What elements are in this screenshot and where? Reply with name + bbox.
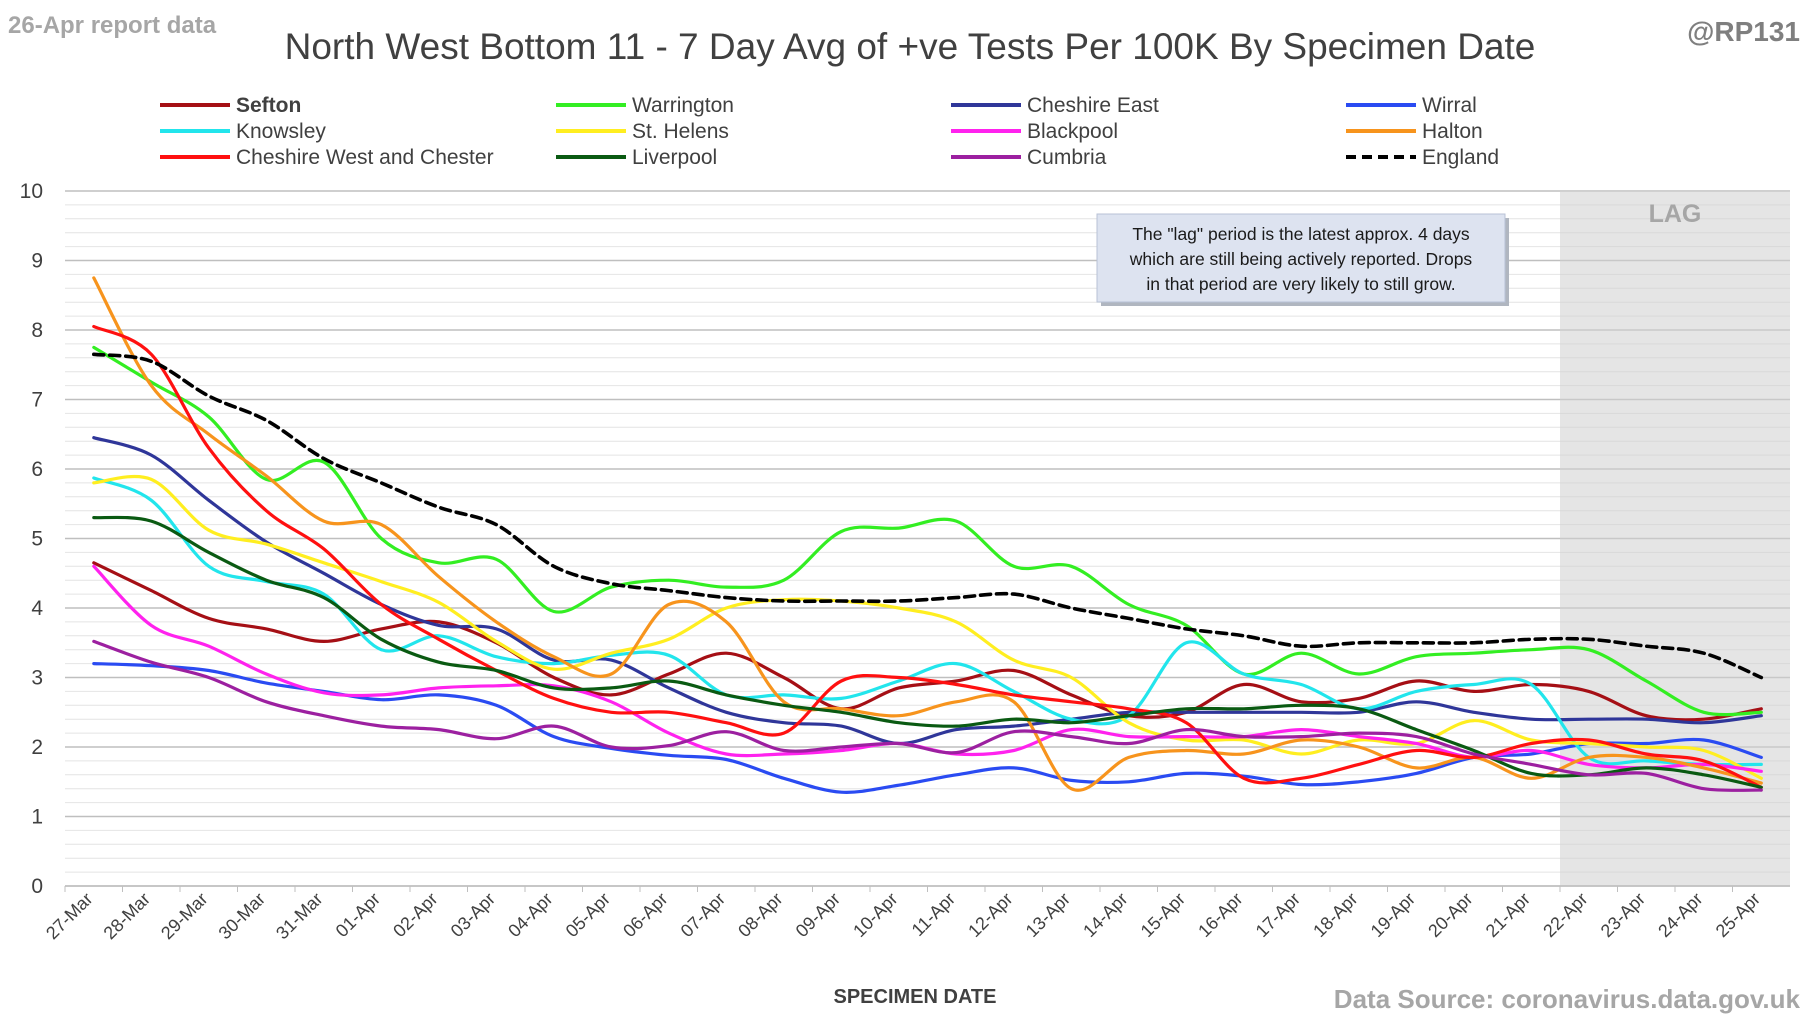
legend-item-warrington: Warrington (556, 94, 734, 117)
x-tick-label: 28-Mar (100, 889, 154, 943)
x-tick-label: 08-Apr (734, 889, 786, 941)
x-tick-label: 20-Apr (1424, 889, 1476, 941)
y-tick-label: 6 (31, 458, 43, 481)
legend-item-knowsley: Knowsley (160, 120, 326, 143)
x-tick-label: 06-Apr (619, 889, 671, 941)
legend-label: Cumbria (1027, 146, 1107, 169)
legend-item-blackpool: Blackpool (951, 120, 1118, 143)
x-tick-label: 30-Mar (215, 889, 269, 943)
series-line-warrington (92, 345, 1763, 717)
legend-label: St. Helens (632, 120, 729, 143)
x-tick-label: 04-Apr (504, 889, 556, 941)
x-tick-label: 16-Apr (1194, 889, 1246, 941)
author-handle: @RP131 (1687, 16, 1800, 47)
legend-item-cheshire-west-and-chester: Cheshire West and Chester (160, 146, 494, 169)
x-tick-label: 24-Apr (1654, 889, 1706, 941)
series-line-cheshire-west-and-chester (92, 324, 1763, 789)
legend-label: Sefton (236, 94, 301, 117)
x-tick-label: 17-Apr (1252, 889, 1304, 941)
legend-label: Liverpool (632, 146, 717, 169)
data-source: Data Source: coronavirus.data.gov.uk (1333, 984, 1800, 1014)
legend-item-sefton: Sefton (160, 94, 301, 117)
y-tick-label: 3 (31, 667, 43, 690)
y-tick-label: 0 (31, 875, 43, 898)
annotation-text: The "lag" period is the latest approx. 4… (1132, 224, 1470, 244)
legend-label: Cheshire East (1027, 94, 1159, 117)
x-tick-label: 13-Apr (1022, 889, 1074, 941)
y-tick-label: 1 (31, 806, 43, 829)
x-tick-label: 15-Apr (1137, 889, 1189, 941)
x-tick-label: 12-Apr (964, 889, 1016, 941)
legend-label: Blackpool (1027, 120, 1118, 143)
x-tick-label: 21-Apr (1482, 889, 1534, 941)
legend-label: Wirral (1422, 94, 1477, 117)
x-tick-label: 09-Apr (792, 889, 844, 941)
legend-label: Halton (1422, 120, 1483, 143)
legend-label: Warrington (632, 94, 734, 117)
y-tick-label: 2 (31, 736, 43, 759)
x-tick-label: 11-Apr (908, 889, 959, 940)
annotation-text: in that period are very likely to still … (1146, 274, 1455, 294)
legend-item-halton: Halton (1346, 120, 1483, 143)
legend-item-cheshire-east: Cheshire East (951, 94, 1159, 117)
y-tick-label: 4 (31, 597, 43, 620)
x-tick-label: 02-Apr (389, 889, 441, 941)
x-tick-label: 25-Apr (1712, 889, 1764, 941)
report-date-note: 26-Apr report data (8, 12, 217, 39)
annotation-text: which are still being actively reported.… (1129, 249, 1473, 269)
x-tick-label: 19-Apr (1367, 889, 1419, 941)
legend-item-wirral: Wirral (1346, 94, 1477, 117)
x-tick-label: 18-Apr (1309, 889, 1361, 941)
y-tick-label: 9 (31, 250, 43, 273)
legend-item-liverpool: Liverpool (556, 146, 717, 169)
series-line-knowsley (92, 476, 1763, 767)
series-line-cumbria (92, 639, 1763, 792)
x-tick-label: 23-Apr (1597, 889, 1649, 941)
chart-title: North West Bottom 11 - 7 Day Avg of +ve … (284, 26, 1536, 67)
x-tick-label: 03-Apr (447, 889, 499, 941)
legend-label: Cheshire West and Chester (236, 146, 494, 169)
legend-item-st-helens: St. Helens (556, 120, 729, 143)
legend-item-england: England (1346, 146, 1499, 169)
x-axis-title: SPECIMEN DATE (834, 986, 997, 1008)
x-tick-label: 01-Apr (332, 889, 384, 941)
x-tick-label: 31-Mar (272, 889, 326, 943)
x-tick-label: 07-Apr (677, 889, 729, 941)
legend-label: England (1422, 146, 1499, 169)
x-tick-label: 14-Apr (1079, 889, 1131, 941)
y-tick-label: 8 (31, 319, 43, 342)
series-line-liverpool (92, 515, 1763, 789)
x-tick-label: 27-Mar (42, 889, 96, 943)
series-line-sefton (92, 561, 1763, 722)
series-line-st-helens (92, 474, 1763, 780)
x-tick-label: 10-Apr (849, 889, 901, 941)
y-tick-label: 7 (31, 389, 43, 412)
legend-label: Knowsley (236, 120, 326, 143)
x-tick-label: 29-Mar (157, 889, 211, 943)
x-tick-label: 05-Apr (562, 889, 614, 941)
y-tick-label: 10 (20, 180, 43, 203)
x-tick-label: 22-Apr (1539, 889, 1591, 941)
series-line-england (92, 352, 1764, 680)
lag-label: LAG (1649, 200, 1702, 228)
y-tick-label: 5 (31, 528, 43, 551)
annotation-box (1096, 213, 1506, 303)
legend-item-cumbria: Cumbria (951, 146, 1107, 169)
series-line-halton (92, 276, 1763, 792)
